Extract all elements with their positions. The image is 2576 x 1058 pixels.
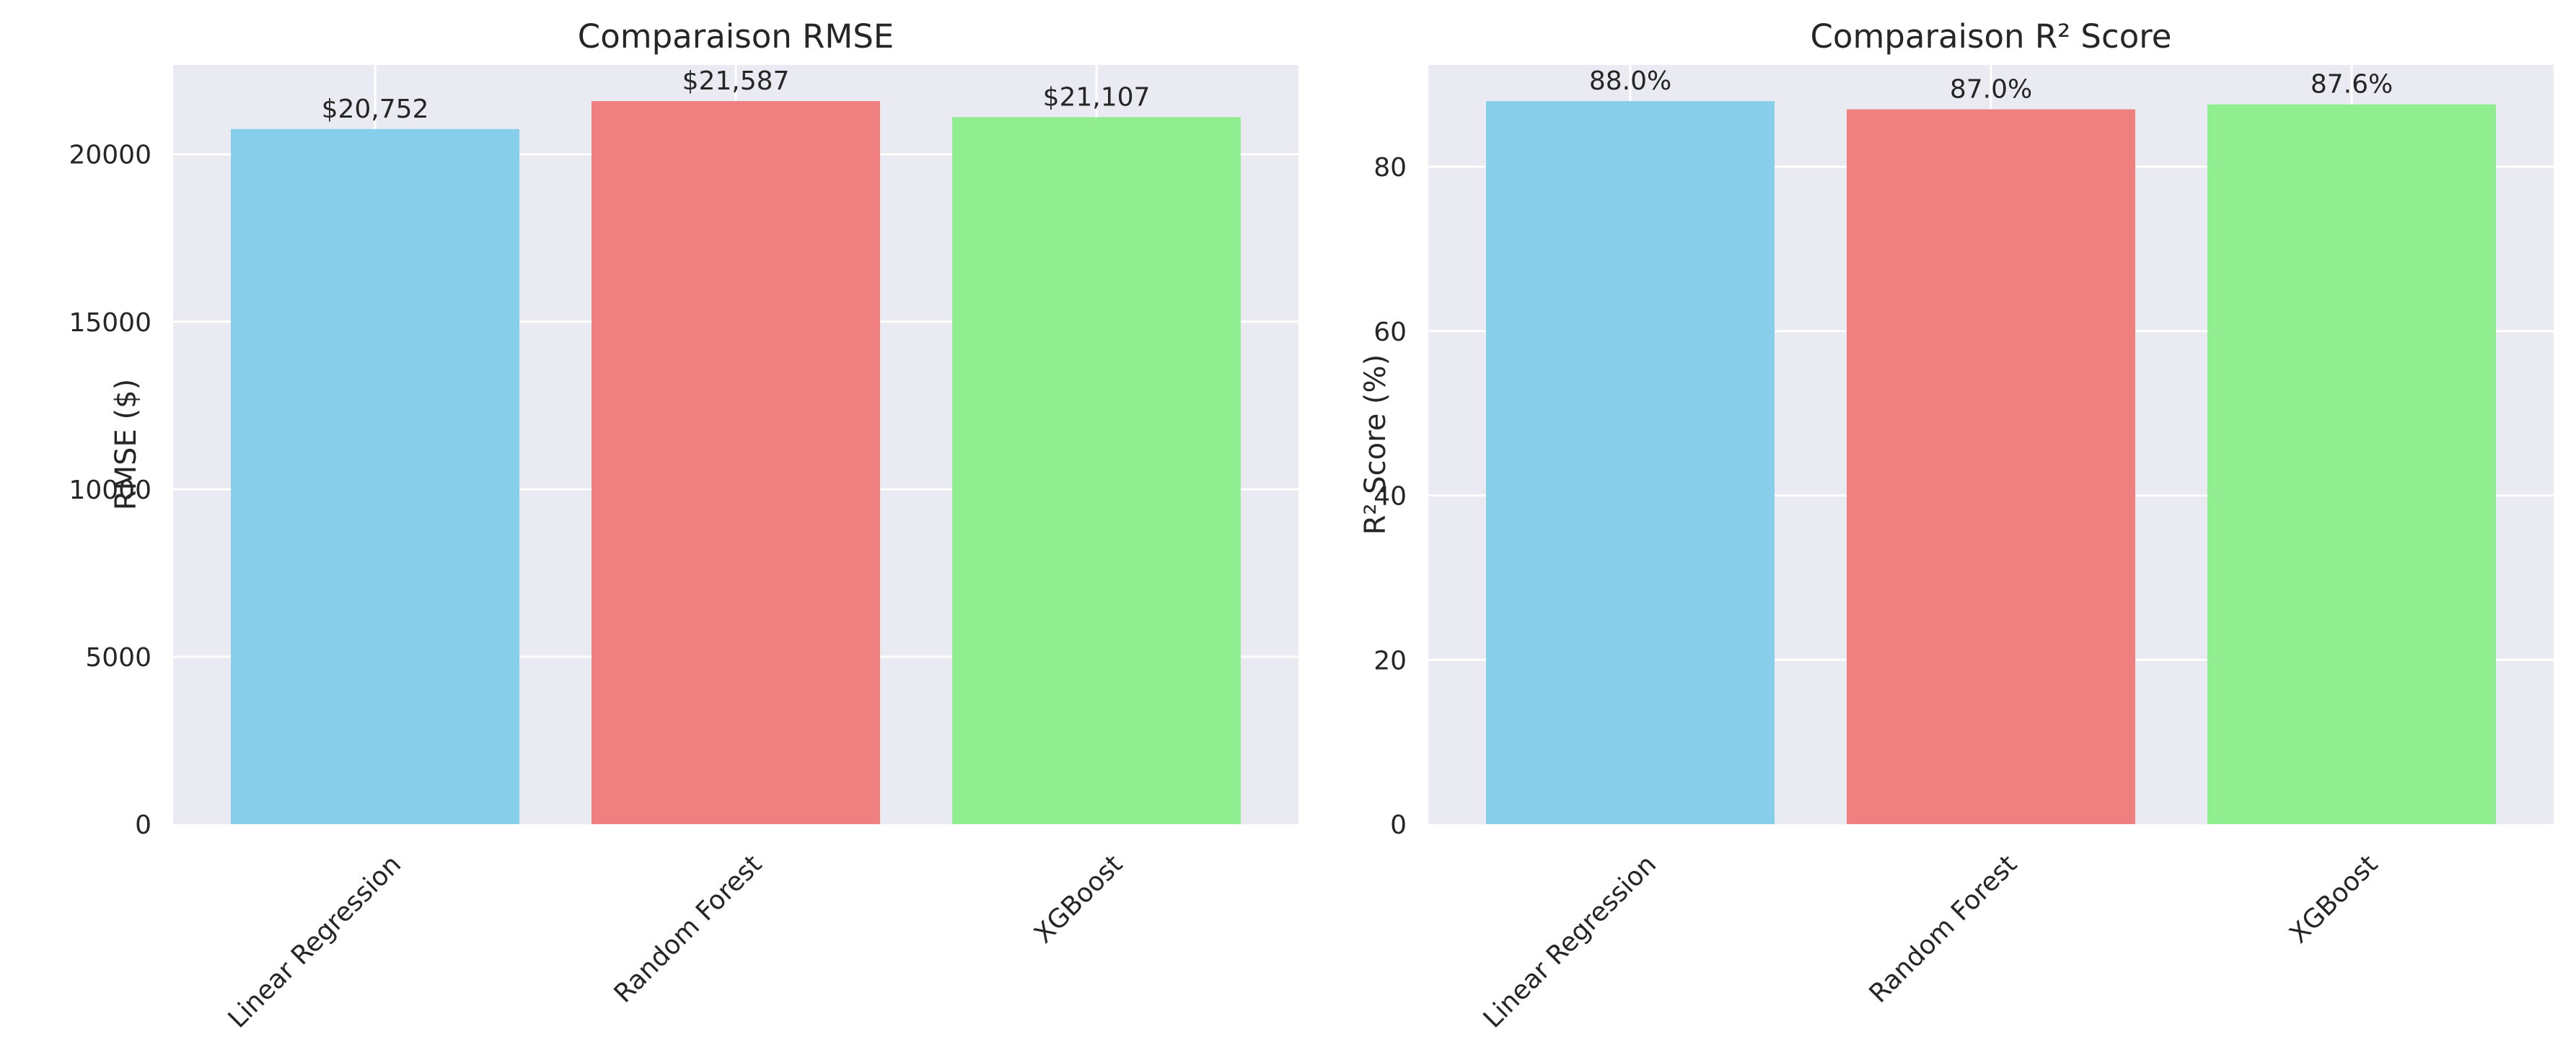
bar-linear-regression [231, 128, 519, 825]
chart-title: Comparaison R² Score [1811, 17, 2172, 56]
bar-xgboost [2207, 104, 2496, 824]
y-tick-label: 10000 [69, 476, 151, 505]
y-tick-label: 15000 [69, 308, 151, 338]
data-labels: 88.0% 87.0% 87.6% [1589, 66, 2393, 104]
data-label: 87.6% [2311, 70, 2393, 100]
bar-random-forest [1847, 109, 2135, 824]
y-tick-label: 40 [1373, 482, 1407, 512]
chart-title: Comparaison RMSE [578, 17, 894, 56]
bars [231, 101, 1241, 825]
y-tick-label: 20 [1373, 646, 1407, 676]
y-tick-label: 0 [135, 810, 151, 840]
bars [1486, 101, 2496, 825]
y-tick-label: 5000 [85, 643, 151, 673]
bar-linear-regression [1486, 101, 1775, 825]
data-labels: $20,752 $21,587 $21,107 [322, 66, 1151, 124]
y-tick-label: 0 [1390, 810, 1407, 840]
y-tick-labels: 0 20 40 60 80 [1373, 153, 1407, 840]
data-label: 88.0% [1589, 66, 1671, 96]
y-tick-label: 20000 [69, 141, 151, 170]
data-label: $21,587 [682, 66, 790, 96]
y-axis-label: RMSE ($) [110, 379, 143, 510]
y-tick-label: 80 [1373, 153, 1407, 183]
y-axis-label: R² Score (%) [1359, 354, 1392, 535]
y-tick-label: 60 [1373, 318, 1407, 347]
chart-rmse: $20,752 $21,587 $21,107 0 5000 10000 15000 200… [69, 17, 1298, 1034]
data-label: $21,107 [1043, 82, 1151, 112]
data-label: 87.0% [1950, 74, 2032, 104]
y-tick-labels: 0 5000 10000 15000 20000 [69, 141, 151, 840]
bar-random-forest [592, 101, 880, 824]
data-label: $20,752 [322, 95, 429, 124]
bar-xgboost [952, 117, 1241, 825]
